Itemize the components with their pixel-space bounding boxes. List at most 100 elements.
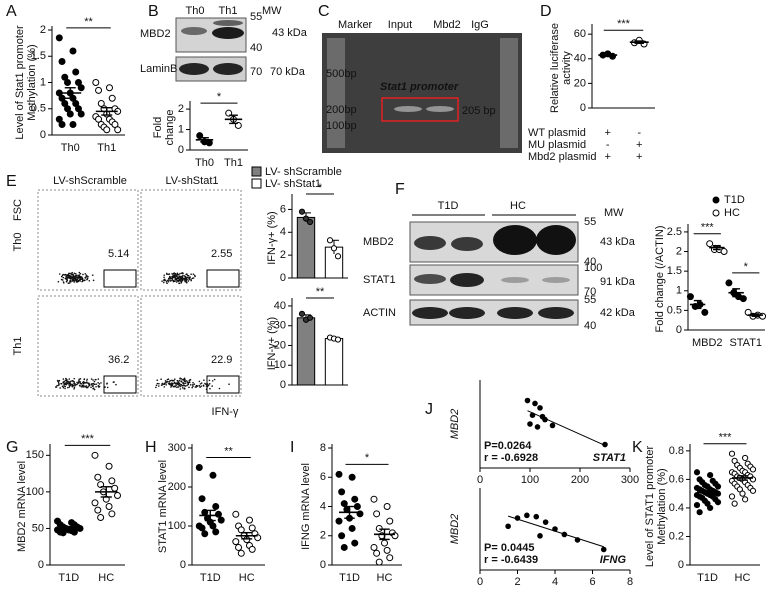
data-point xyxy=(529,412,536,419)
data-point xyxy=(725,279,733,287)
data-point xyxy=(505,523,511,530)
x-tick-label: STAT1 xyxy=(729,337,762,349)
gate xyxy=(206,375,240,394)
event-dot xyxy=(183,380,186,382)
data-point xyxy=(61,73,69,81)
y-tick-label: 2 xyxy=(320,530,326,542)
mw-marker: 40 xyxy=(584,320,596,332)
event-dot xyxy=(66,279,69,282)
y-axis-label: IFNG mRNA level xyxy=(300,463,312,550)
data-point xyxy=(195,464,203,471)
data-point xyxy=(92,79,100,86)
band xyxy=(501,277,529,283)
table-cell: - xyxy=(637,127,641,139)
mw-marker: 43 kDa xyxy=(272,27,308,39)
row-label: ACTIN xyxy=(363,307,396,319)
panel-letter: D xyxy=(540,3,552,20)
x-tick-label: 6 xyxy=(589,576,595,588)
data-point xyxy=(549,422,556,429)
y-tick-label: 1.5 xyxy=(667,265,682,277)
event-dot xyxy=(166,380,169,383)
event-dot xyxy=(67,282,70,285)
y-tick-label: 0.2 xyxy=(669,530,684,542)
event-dot xyxy=(179,377,181,380)
data-point xyxy=(348,473,356,481)
data-point xyxy=(739,490,746,497)
event-dot xyxy=(56,384,58,387)
event-dot xyxy=(78,275,81,278)
data-point xyxy=(248,524,256,532)
column-label: LV-shScramble xyxy=(53,175,127,187)
event-dot xyxy=(166,273,168,275)
legend-swatch xyxy=(251,178,262,189)
y-axis-label: Methylation (%) xyxy=(656,468,668,544)
band xyxy=(394,106,422,112)
event-dot xyxy=(202,385,205,387)
event-dot xyxy=(213,378,216,381)
event-dot xyxy=(58,273,61,275)
y-axis-label: IFN-γ+ (%) xyxy=(266,211,278,264)
event-dot xyxy=(181,278,184,280)
event-dot xyxy=(69,280,72,283)
event-dot xyxy=(77,381,80,383)
y-axis-label: Level of STAT1 promoter xyxy=(644,446,656,568)
event-dot xyxy=(87,385,90,388)
event-dot xyxy=(83,378,86,381)
significance-label: *** xyxy=(617,18,631,30)
data-point xyxy=(373,549,381,557)
event-dot xyxy=(166,378,169,381)
data-point xyxy=(351,495,359,503)
event-dot xyxy=(59,387,61,389)
data-point xyxy=(600,546,607,553)
flow-plot xyxy=(140,295,242,397)
data-point xyxy=(198,524,206,532)
data-point xyxy=(383,546,391,554)
event-dot xyxy=(69,279,72,282)
event-dot xyxy=(161,280,163,282)
event-dot xyxy=(172,379,174,382)
band xyxy=(181,27,207,35)
x-tick-label: 0 xyxy=(477,474,483,486)
data-point xyxy=(108,510,116,518)
band xyxy=(449,307,485,319)
event-dot xyxy=(65,383,68,385)
data-point xyxy=(74,79,82,86)
event-dot xyxy=(170,386,172,388)
y-tick-label: 30 xyxy=(274,320,286,332)
event-dot xyxy=(179,272,181,275)
event-dot xyxy=(93,380,96,383)
event-dot xyxy=(68,282,71,284)
data-point xyxy=(114,492,121,500)
row-label: STAT1 xyxy=(363,274,396,286)
data-point xyxy=(527,421,533,427)
event-dot xyxy=(228,383,230,386)
y-axis-label: change xyxy=(164,109,176,145)
event-dot xyxy=(66,380,68,383)
event-dot xyxy=(75,277,78,279)
event-dot xyxy=(189,378,191,381)
event-dot xyxy=(65,377,67,380)
data-point xyxy=(353,503,361,510)
data-point xyxy=(94,506,102,514)
event-dot xyxy=(191,386,193,389)
event-dot xyxy=(79,278,81,280)
mw-marker: 40 xyxy=(584,256,596,268)
y-tick-label: 20 xyxy=(274,339,286,351)
event-dot xyxy=(80,382,82,385)
event-dot xyxy=(165,384,167,386)
event-dot xyxy=(79,384,81,387)
gene-label: IFNG xyxy=(600,554,627,566)
event-dot xyxy=(67,386,69,389)
x-tick-label: T1D xyxy=(339,572,360,584)
data-point xyxy=(105,503,113,510)
event-dot xyxy=(58,379,61,382)
y-tick-label: 60 xyxy=(574,28,586,40)
y-axis-label: Relative luciferase xyxy=(549,23,561,113)
flow-plot xyxy=(37,295,139,397)
mw-marker: 43 kDa xyxy=(600,236,636,248)
event-dot xyxy=(169,275,171,278)
data-point xyxy=(306,218,314,226)
data-point xyxy=(66,110,74,118)
event-dot xyxy=(71,279,74,282)
event-dot xyxy=(190,273,192,276)
